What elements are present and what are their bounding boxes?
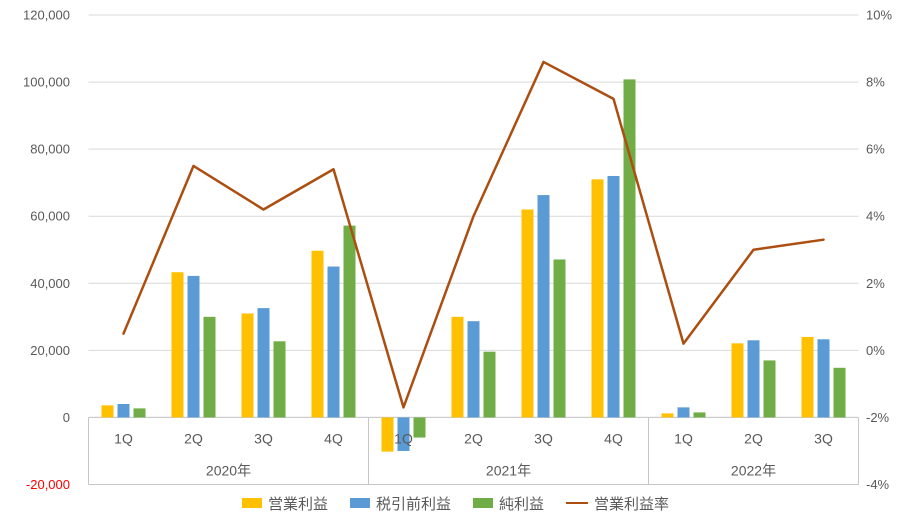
quarter-label: 3Q xyxy=(814,430,833,446)
y-axis-tick-label: 80,000 xyxy=(30,142,70,157)
bar xyxy=(537,195,550,418)
bar xyxy=(467,321,480,418)
bar-series xyxy=(101,79,846,452)
bar xyxy=(311,250,324,418)
y-axis-tick-label: 60,000 xyxy=(30,209,70,224)
legend-color-swatch xyxy=(473,498,493,508)
bar xyxy=(117,404,130,418)
legend-label: 営業利益 xyxy=(267,495,328,513)
bar xyxy=(553,259,566,418)
right-axis-tick-label: 2% xyxy=(866,276,885,291)
legend-label: 税引前利益 xyxy=(375,495,451,513)
legend-label: 純利益 xyxy=(499,495,545,513)
trend-line-営業利益率 xyxy=(122,60,825,409)
bar xyxy=(397,417,410,451)
right-axis-tick-labels: -4% -2% 0% 2% 4% 6% 8% 10% xyxy=(866,8,892,493)
right-axis-tick-label: 4% xyxy=(866,209,885,224)
right-axis-tick-label: 0% xyxy=(866,343,885,358)
series-税引前利益 xyxy=(117,175,830,451)
quarter-label: 2Q xyxy=(744,430,763,446)
bar xyxy=(327,266,340,418)
legend-line-swatch xyxy=(566,501,589,505)
series-営業利益 xyxy=(101,179,814,452)
bar xyxy=(241,313,254,418)
y-axis-tick-label: 20,000 xyxy=(30,343,70,358)
legend-color-swatch xyxy=(241,498,262,508)
bar xyxy=(381,417,394,452)
bar xyxy=(677,407,690,418)
y-axis-tick-label: 120,000 xyxy=(23,8,70,23)
y-axis-tick-label: -20,000 xyxy=(26,477,70,492)
bar xyxy=(591,179,604,418)
bar xyxy=(101,405,114,418)
right-axis-tick-label: 10% xyxy=(866,8,892,23)
bar xyxy=(731,343,744,418)
bar xyxy=(661,413,674,418)
bar xyxy=(187,275,200,418)
bar xyxy=(133,408,146,418)
quarter-label: 2Q xyxy=(184,430,203,446)
right-axis-tick-label: 6% xyxy=(866,142,885,157)
bar xyxy=(521,209,534,418)
quarter-label: 1Q xyxy=(674,430,693,446)
bar xyxy=(801,336,814,418)
legend-label: 営業利益率 xyxy=(594,495,670,513)
legend-item-営業利益率: 営業利益率 xyxy=(566,493,669,514)
bar xyxy=(763,360,776,418)
right-axis-tick-label: 8% xyxy=(866,75,885,90)
legend-color-swatch xyxy=(349,498,370,508)
quarter-label: 3Q xyxy=(254,430,273,446)
bar xyxy=(817,339,830,418)
quarter-label: 1Q xyxy=(394,430,413,446)
right-axis-tick-label: -4% xyxy=(866,477,890,492)
bar xyxy=(273,341,286,418)
bar xyxy=(693,412,706,418)
bar xyxy=(483,351,496,418)
left-axis-tick-labels: -20,000 0 20,000 40,000 60,000 80,000 100,000 1… xyxy=(23,8,70,493)
y-axis-tick-label: 40,000 xyxy=(30,276,70,291)
bar xyxy=(833,367,846,418)
legend-item-営業利益: 営業利益 xyxy=(241,493,328,514)
quarter-label: 4Q xyxy=(324,430,343,446)
y-axis-tick-label: 100,000 xyxy=(23,75,70,90)
chart-legend: 営業利益 税引前利益 純利益 営業利益率 xyxy=(0,489,911,517)
bar xyxy=(747,340,760,418)
line-series xyxy=(122,60,825,409)
y-axis-tick-label: 0 xyxy=(63,410,70,425)
quarter-label: 1Q xyxy=(114,430,133,446)
bar xyxy=(413,417,426,438)
year-label: 2022年 xyxy=(731,462,776,478)
bar xyxy=(607,175,620,418)
quarter-label: 2Q xyxy=(464,430,483,446)
bar xyxy=(171,272,184,418)
quarter-label: 3Q xyxy=(534,430,553,446)
year-label: 2020年 xyxy=(206,462,251,478)
quarter-label: 4Q xyxy=(604,430,623,446)
bar xyxy=(623,79,636,418)
series-純利益 xyxy=(133,79,846,438)
legend-item-純利益: 純利益 xyxy=(473,493,544,514)
bar xyxy=(203,316,216,418)
bar xyxy=(451,316,464,418)
bar xyxy=(257,308,270,418)
year-label: 2021年 xyxy=(486,462,531,478)
bar xyxy=(343,225,356,418)
right-axis-tick-label: -2% xyxy=(866,410,890,425)
legend-item-税引前利益: 税引前利益 xyxy=(349,493,451,514)
